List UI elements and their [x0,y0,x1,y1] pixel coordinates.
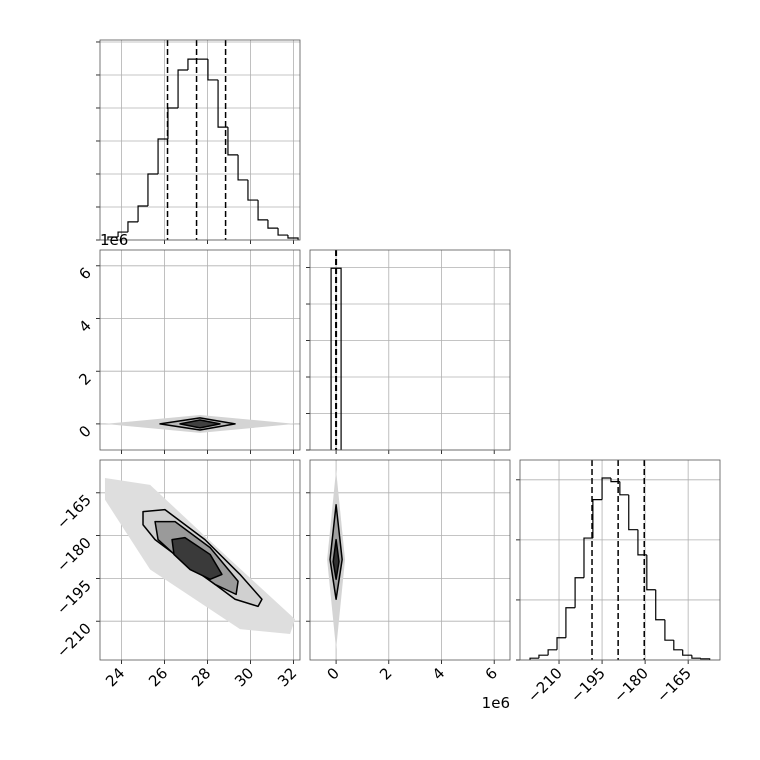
hist-step [247,179,259,201]
panel [306,249,511,454]
plot-area [327,469,346,650]
x-tick-label: 32 [274,664,300,690]
hist-step [127,221,139,233]
frame [99,459,301,661]
plot-area [104,414,296,433]
x-tick-label: −210 [524,664,566,706]
hist-step [157,138,168,174]
y-tick-label: 4 [75,317,94,336]
hist-step [137,205,148,222]
hist-step [583,537,593,578]
hist-step [682,649,692,656]
y-tick-label: 6 [75,264,94,283]
frame [99,39,301,241]
hist-step [227,127,239,156]
hist-step [167,107,179,140]
frame [309,459,511,661]
x-tick-label: 0 [323,664,342,683]
hist-step [267,219,279,229]
panel [96,39,301,244]
hist-step [601,477,611,500]
hist-step [207,59,219,81]
panel: 0 2 4 6 1e6 [306,459,511,712]
hist-step [257,200,268,221]
x-tick-label: 4 [429,664,448,683]
y-tick-label: −210 [53,619,95,661]
hist-step [673,640,683,651]
x-tick-label: 30 [231,664,257,690]
hist-step [538,654,549,659]
hist-step [574,577,584,608]
frame [309,249,511,451]
hist-step [237,154,248,181]
hist-step [610,478,620,483]
hist-step [592,499,603,539]
hist-step [277,228,288,236]
contour [332,538,340,581]
hist-step [691,655,701,659]
panel: 24 26 28 30 32 −210−195−180−165 [53,459,301,690]
x-tick-label: 28 [188,664,214,690]
panel: 0 2 4 6 1e6 [75,231,301,454]
y-tick-label: −180 [53,534,95,576]
offset-label: 1e6 [482,694,510,712]
y-tick-label: −195 [53,577,95,619]
hist-step [529,657,539,660]
plot-area [104,477,296,635]
y-tick-label: −165 [53,491,95,533]
hist-step [107,236,119,240]
frame [99,249,301,451]
hist-step [547,649,558,656]
contour [179,419,221,429]
x-tick-label: 26 [145,664,171,690]
hist-step [287,235,299,240]
hist-step [628,494,638,531]
frame [519,459,721,661]
hist-step [177,69,188,108]
hist-step [664,619,674,641]
hist-step [217,79,228,128]
hist-step [556,637,566,650]
x-tick-label: −165 [653,664,695,706]
hist-step [565,607,576,638]
hist-step [655,589,665,621]
plot-area [107,40,299,240]
hist-step [147,173,159,207]
hist-step [117,231,128,238]
hist-step [619,481,629,496]
x-tick-label: 24 [102,664,128,690]
hist-step [646,554,656,591]
y-tick-label: 2 [75,369,94,388]
contour [171,536,223,581]
hist-step [187,58,199,71]
x-tick-label: −195 [567,664,609,706]
panel: −210 −195 −180 −165 [516,459,721,706]
plot-area [330,250,342,450]
plot-area [529,460,711,660]
x-tick-label: −180 [610,664,652,706]
x-tick-label: 2 [376,664,395,683]
hist-step [700,658,711,660]
offset-label: 1e6 [100,231,128,249]
y-tick-label: 0 [75,422,94,441]
x-tick-label: 6 [482,664,501,683]
